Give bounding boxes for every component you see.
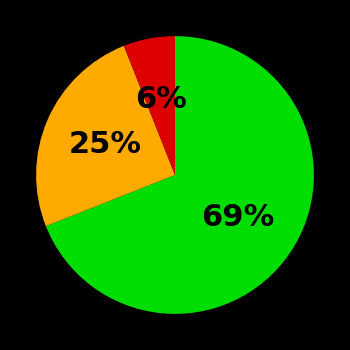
Text: 25%: 25% [68, 130, 141, 159]
Text: 69%: 69% [202, 203, 275, 232]
Wedge shape [124, 36, 175, 175]
Wedge shape [36, 46, 175, 226]
Text: 6%: 6% [135, 85, 187, 114]
Wedge shape [46, 36, 314, 314]
